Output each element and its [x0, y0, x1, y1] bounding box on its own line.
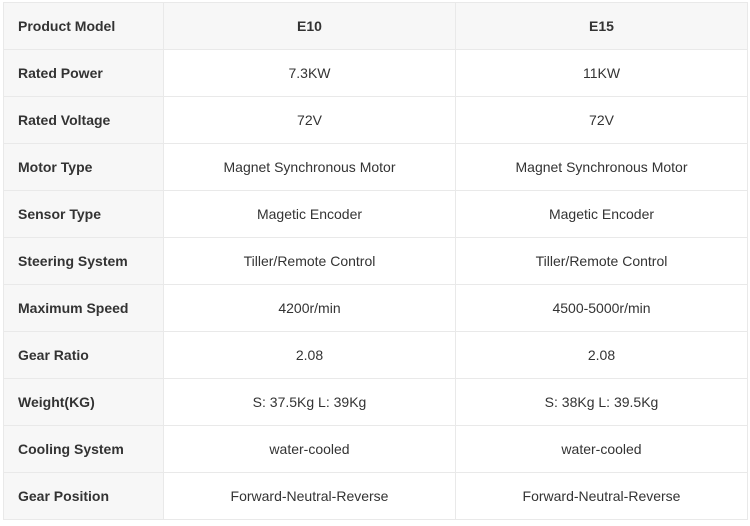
header-col-e10: E10	[164, 3, 456, 50]
row-label: Gear Position	[4, 473, 164, 520]
row-label: Weight(KG)	[4, 379, 164, 426]
row-value-e10: 72V	[164, 97, 456, 144]
row-value-e10: 7.3KW	[164, 50, 456, 97]
table-row: Gear Ratio2.082.08	[4, 332, 748, 379]
row-value-e15: 11KW	[456, 50, 748, 97]
table-row: Rated Voltage72V72V	[4, 97, 748, 144]
table-row: Gear PositionForward-Neutral-ReverseForw…	[4, 473, 748, 520]
row-value-e10: 4200r/min	[164, 285, 456, 332]
table-row: Sensor TypeMagetic EncoderMagetic Encode…	[4, 191, 748, 238]
row-value-e15: 4500-5000r/min	[456, 285, 748, 332]
table-row: Rated Power7.3KW11KW	[4, 50, 748, 97]
row-value-e15: Magnet Synchronous Motor	[456, 144, 748, 191]
row-label: Sensor Type	[4, 191, 164, 238]
row-value-e10: Magetic Encoder	[164, 191, 456, 238]
row-value-e15: Tiller/Remote Control	[456, 238, 748, 285]
row-label: Gear Ratio	[4, 332, 164, 379]
row-value-e10: 2.08	[164, 332, 456, 379]
row-value-e15: S: 38Kg L: 39.5Kg	[456, 379, 748, 426]
row-label: Steering System	[4, 238, 164, 285]
spec-table: Product Model E10 E15 Rated Power7.3KW11…	[3, 2, 748, 520]
spec-table-body: Product Model E10 E15 Rated Power7.3KW11…	[4, 3, 748, 520]
row-value-e10: water-cooled	[164, 426, 456, 473]
table-row: Maximum Speed4200r/min4500-5000r/min	[4, 285, 748, 332]
row-label: Rated Voltage	[4, 97, 164, 144]
row-value-e15: water-cooled	[456, 426, 748, 473]
table-row: Motor TypeMagnet Synchronous MotorMagnet…	[4, 144, 748, 191]
row-label: Motor Type	[4, 144, 164, 191]
table-row: Weight(KG)S: 37.5Kg L: 39KgS: 38Kg L: 39…	[4, 379, 748, 426]
row-label: Rated Power	[4, 50, 164, 97]
header-label: Product Model	[4, 3, 164, 50]
row-value-e15: Forward-Neutral-Reverse	[456, 473, 748, 520]
row-value-e10: Tiller/Remote Control	[164, 238, 456, 285]
row-label: Cooling System	[4, 426, 164, 473]
table-row: Cooling Systemwater-cooledwater-cooled	[4, 426, 748, 473]
table-row: Steering SystemTiller/Remote ControlTill…	[4, 238, 748, 285]
row-label: Maximum Speed	[4, 285, 164, 332]
row-value-e10: Forward-Neutral-Reverse	[164, 473, 456, 520]
row-value-e15: 72V	[456, 97, 748, 144]
header-col-e15: E15	[456, 3, 748, 50]
row-value-e15: 2.08	[456, 332, 748, 379]
row-value-e10: S: 37.5Kg L: 39Kg	[164, 379, 456, 426]
row-value-e10: Magnet Synchronous Motor	[164, 144, 456, 191]
row-value-e15: Magetic Encoder	[456, 191, 748, 238]
table-header-row: Product Model E10 E15	[4, 3, 748, 50]
